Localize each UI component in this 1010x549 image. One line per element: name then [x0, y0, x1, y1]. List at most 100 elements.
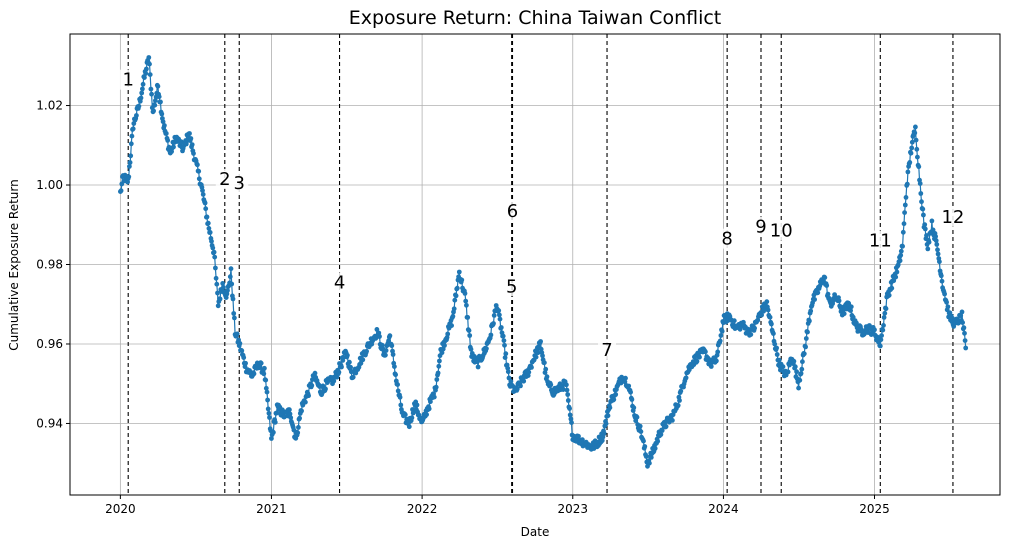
data-point: [803, 336, 809, 341]
data-point: [387, 333, 393, 339]
data-point: [717, 338, 723, 344]
data-point: [265, 406, 271, 412]
data-point: [648, 455, 654, 460]
data-point: [488, 332, 494, 338]
series-layer: [118, 55, 969, 469]
data-point: [426, 406, 432, 412]
data-point: [312, 370, 318, 376]
x-tick-label: 2021: [256, 502, 287, 516]
data-point: [379, 342, 385, 348]
data-point: [791, 358, 797, 364]
event-label-bg: [230, 172, 249, 193]
data-point: [921, 212, 926, 218]
data-point: [929, 218, 935, 224]
data-point: [801, 351, 807, 357]
x-tick-label: 2025: [859, 502, 890, 516]
data-point: [158, 99, 163, 105]
data-point: [267, 415, 272, 420]
data-point: [188, 136, 194, 141]
data-point: [799, 366, 805, 372]
x-tick-label: 2023: [557, 502, 588, 516]
data-point: [163, 131, 169, 136]
data-point: [882, 310, 888, 316]
data-point: [189, 142, 195, 148]
data-point: [715, 349, 721, 355]
event-label-6: 6: [507, 201, 518, 222]
event-label-7: 7: [601, 340, 612, 361]
data-point: [377, 334, 382, 339]
event-label-2: 2: [219, 169, 230, 190]
data-point: [805, 329, 810, 335]
data-point: [880, 327, 886, 333]
data-point: [229, 281, 235, 287]
data-point: [836, 298, 842, 304]
data-point: [825, 291, 831, 297]
data-point: [647, 460, 652, 466]
data-point: [774, 345, 779, 351]
data-point: [196, 176, 202, 182]
data-point: [785, 369, 791, 375]
data-point: [898, 252, 904, 258]
data-point: [548, 382, 554, 388]
data-point: [960, 320, 965, 325]
data-point: [933, 238, 939, 244]
data-point: [922, 222, 928, 228]
data-point: [142, 75, 147, 80]
x-tick-label: 2024: [708, 502, 739, 516]
data-point: [812, 297, 817, 302]
data-point: [787, 362, 792, 368]
data-point: [442, 343, 447, 348]
data-point: [543, 366, 549, 372]
data-point: [160, 119, 166, 125]
data-point: [521, 378, 527, 384]
data-point: [241, 355, 247, 360]
data-point: [134, 113, 139, 118]
data-point: [225, 288, 230, 293]
data-point: [274, 410, 279, 416]
data-point: [336, 369, 342, 375]
data-point: [143, 71, 149, 76]
data-point: [659, 428, 665, 433]
data-point: [414, 402, 420, 408]
data-point: [126, 164, 132, 169]
data-point: [128, 141, 134, 147]
data-point: [938, 273, 944, 279]
data-point: [398, 402, 404, 408]
data-point: [771, 331, 776, 336]
data-point: [271, 430, 276, 435]
data-point: [467, 333, 473, 338]
data-point: [261, 371, 267, 377]
data-point: [542, 360, 547, 366]
data-point: [634, 414, 640, 420]
data-point: [540, 353, 545, 359]
grid-layer: [70, 34, 1000, 495]
data-point: [576, 433, 581, 439]
data-point: [670, 418, 675, 423]
data-point: [437, 358, 442, 364]
data-point: [140, 86, 145, 92]
data-point: [769, 321, 774, 327]
data-point: [798, 371, 804, 376]
data-point: [607, 405, 613, 411]
data-point: [397, 394, 403, 400]
data-point: [459, 277, 465, 283]
data-point: [451, 306, 457, 312]
data-point: [915, 154, 920, 160]
data-point: [156, 94, 162, 100]
data-point: [234, 331, 240, 337]
data-point: [502, 355, 508, 360]
data-point: [748, 332, 754, 337]
data-point: [902, 202, 908, 208]
event-label-9: 9: [755, 217, 766, 238]
data-point: [518, 383, 523, 389]
data-point: [564, 387, 570, 393]
event-label-10: 10: [770, 221, 793, 242]
data-point: [155, 83, 161, 89]
data-point: [200, 188, 205, 194]
data-point: [239, 348, 245, 354]
data-point: [452, 297, 458, 303]
data-point: [449, 323, 454, 328]
data-point: [162, 123, 167, 128]
event-label-11: 11: [869, 231, 892, 252]
